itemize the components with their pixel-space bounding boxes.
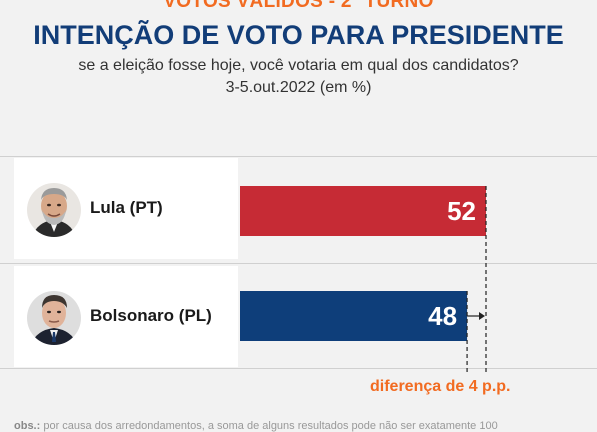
- chart-title: INTENÇÃO DE VOTO PARA PRESIDENTE: [33, 20, 564, 50]
- row-divider-middle: [0, 263, 597, 264]
- chart-kicker: VOTOS VÁLIDOS - 2º TURNO: [163, 0, 434, 12]
- tick-label-lula: Lula (PT): [90, 198, 163, 217]
- row-divider-bottom: [0, 368, 597, 369]
- chart-subtitle: se a eleição fosse hoje, você votaria em…: [78, 57, 519, 74]
- footnote: obs.: por causa dos arredondamentos, a s…: [14, 420, 498, 432]
- data-label-bolsonaro: 48: [428, 301, 457, 331]
- candidate-card-bolsonaro: Bolsonaro (PL): [14, 266, 238, 367]
- difference-annotation: diferença de 4 p.p.: [370, 378, 511, 395]
- lula-avatar-icon: [27, 183, 81, 237]
- candidate-card-lula: Lula (PT): [14, 158, 238, 259]
- difference-arrow-head: [479, 312, 485, 320]
- tick-label-bolsonaro: Bolsonaro (PL): [90, 306, 212, 325]
- footnote-text: por causa dos arredondamentos, a soma de…: [43, 420, 498, 432]
- chart-date: 3-5.out.2022 (em %): [225, 79, 372, 96]
- footnote-label: obs.:: [14, 420, 41, 432]
- bar-bolsonaro: [240, 291, 468, 341]
- bar-lula: [240, 186, 486, 236]
- bolsonaro-avatar-icon: [27, 291, 81, 345]
- row-divider-top: [0, 156, 597, 157]
- data-label-lula: 52: [447, 196, 476, 226]
